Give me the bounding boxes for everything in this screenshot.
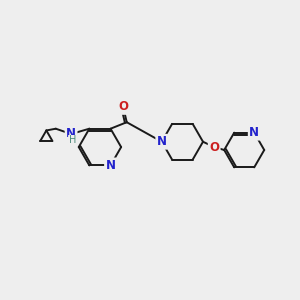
Text: N: N xyxy=(157,135,167,148)
Text: N: N xyxy=(106,159,116,172)
Text: N: N xyxy=(249,126,259,139)
Text: O: O xyxy=(118,100,128,113)
Text: H: H xyxy=(69,136,76,146)
Text: O: O xyxy=(209,141,219,154)
Text: N: N xyxy=(66,128,76,140)
